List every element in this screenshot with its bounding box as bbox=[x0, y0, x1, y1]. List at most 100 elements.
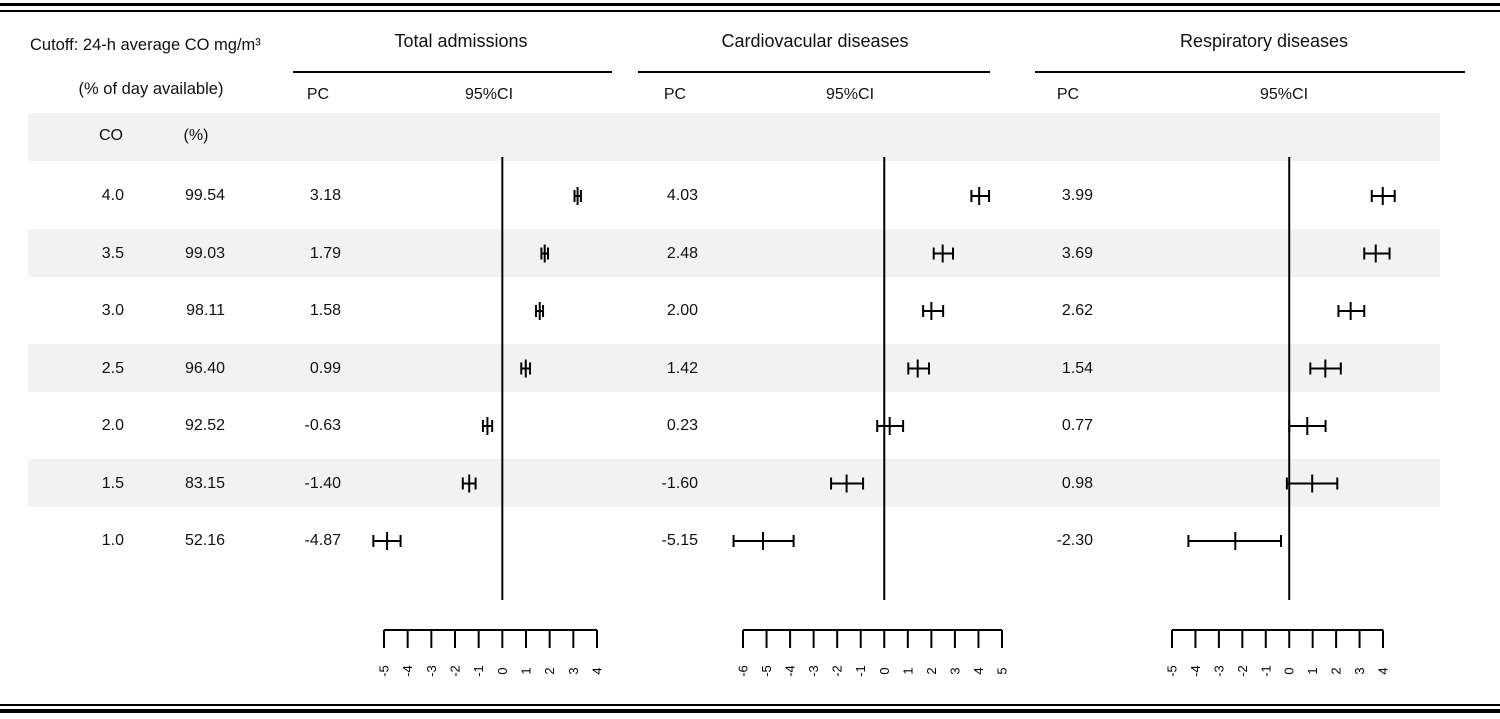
pc-value: -4.87 bbox=[304, 532, 341, 549]
axis-tick-label: -1 bbox=[471, 665, 486, 677]
pc-value: 3.99 bbox=[1061, 187, 1093, 204]
pc-value: 2.00 bbox=[666, 302, 698, 319]
axis-tick-label: 5 bbox=[995, 667, 1010, 674]
axis-tick-label: 1 bbox=[519, 667, 534, 674]
axis-tick-label: -5 bbox=[759, 665, 774, 677]
group-title-total-admissions: Total admissions bbox=[394, 31, 528, 51]
pct-available-value: 98.11 bbox=[186, 302, 225, 319]
axis-tick-label: -2 bbox=[448, 665, 463, 677]
co-cutoff-value: 1.0 bbox=[101, 532, 124, 549]
pc-value: 0.77 bbox=[1061, 417, 1093, 434]
axis-tick-label: 4 bbox=[1376, 667, 1391, 674]
axis-tick-label: -5 bbox=[1165, 665, 1180, 677]
group-title-cardiovascular: Cardiovacular diseases bbox=[721, 31, 909, 51]
group-title-respiratory: Respiratory diseases bbox=[1179, 31, 1349, 51]
row-stripe bbox=[28, 113, 1440, 161]
axis-tick-label: 1 bbox=[1305, 667, 1320, 674]
pc-value: 4.03 bbox=[666, 187, 698, 204]
co-column-header: CO bbox=[99, 127, 123, 144]
pc-value: 0.99 bbox=[309, 359, 341, 377]
pct-available-value: 96.40 bbox=[184, 359, 225, 377]
table-row: 2.5 96.40 0.99 1.42 1.54 bbox=[0, 357, 1500, 381]
top-rule-outer bbox=[0, 3, 1500, 6]
axis-tick-label: 3 bbox=[947, 667, 962, 674]
top-rule-inner bbox=[0, 10, 1500, 12]
pc-value: 1.54 bbox=[1061, 359, 1093, 377]
bottom-rule-outer bbox=[0, 709, 1500, 713]
pc-value: 1.58 bbox=[309, 302, 341, 319]
axis-tick-label: -2 bbox=[1235, 665, 1250, 677]
axis-tick-label: -3 bbox=[1211, 665, 1226, 677]
pc-value: 2.62 bbox=[1061, 302, 1093, 319]
co-cutoff-value: 2.5 bbox=[101, 359, 124, 377]
table-row: 4.0 99.54 3.18 4.03 3.99 bbox=[0, 184, 1500, 208]
co-cutoff-value: 3.5 bbox=[101, 244, 124, 262]
pc-value: -0.63 bbox=[304, 417, 341, 434]
axis-tick-label: 2 bbox=[924, 667, 939, 674]
pc-value: 1.79 bbox=[309, 244, 341, 262]
ci-header-total: 95%CI bbox=[464, 86, 514, 103]
axis-tick-label: 3 bbox=[1352, 667, 1367, 674]
row-stripe bbox=[28, 344, 1440, 392]
co-cutoff-value: 4.0 bbox=[101, 187, 124, 204]
pct-available-value: 99.54 bbox=[184, 187, 225, 204]
group-underline bbox=[293, 71, 612, 73]
pc-header-total: PC bbox=[306, 86, 330, 103]
group-underline bbox=[638, 71, 990, 73]
axis-tick-label: 1 bbox=[900, 667, 915, 674]
axis-tick-label: 0 bbox=[495, 667, 510, 674]
co-cutoff-value: 1.5 bbox=[101, 474, 124, 492]
pc-value: -5.15 bbox=[661, 532, 698, 549]
pc-value: 3.69 bbox=[1061, 244, 1093, 262]
pc-value: 1.42 bbox=[666, 359, 698, 377]
pc-value: -1.40 bbox=[304, 474, 341, 492]
co-cutoff-value: 2.0 bbox=[101, 417, 124, 434]
table-row: 3.5 99.03 1.79 2.48 3.69 bbox=[0, 242, 1500, 266]
row-stripe bbox=[28, 229, 1440, 277]
co-cutoff-value: 3.0 bbox=[101, 302, 124, 319]
pc-value: 2.48 bbox=[666, 244, 698, 262]
pc-value: 3.18 bbox=[309, 187, 341, 204]
pc-header-respiratory: PC bbox=[1056, 86, 1080, 103]
axis-tick-label: 2 bbox=[542, 667, 557, 674]
axis-tick-label: -3 bbox=[806, 665, 821, 677]
axis-tick-label: -2 bbox=[830, 665, 845, 677]
ci-header-cardiovascular: 95%CI bbox=[825, 86, 875, 103]
pct-available-value: 92.52 bbox=[184, 417, 225, 434]
table-row: 2.0 92.52 -0.63 0.23 0.77 bbox=[0, 414, 1500, 438]
axis-tick-label: -4 bbox=[1188, 665, 1203, 677]
pct-available-value: 83.15 bbox=[184, 474, 225, 492]
axis-tick-label: 0 bbox=[1282, 667, 1297, 674]
pc-header-cardiovascular: PC bbox=[663, 86, 687, 103]
pc-value: 0.23 bbox=[666, 417, 698, 434]
axis-tick-label: -1 bbox=[1258, 665, 1273, 677]
row-stripe bbox=[28, 459, 1440, 507]
axis-tick-label: 4 bbox=[590, 667, 605, 674]
table-row: 3.0 98.11 1.58 2.00 2.62 bbox=[0, 299, 1500, 323]
ci-header-respiratory: 95%CI bbox=[1259, 86, 1309, 103]
axis-tick-label: 2 bbox=[1329, 667, 1344, 674]
pct-available-value: 52.16 bbox=[184, 532, 225, 549]
pc-value: -2.30 bbox=[1056, 532, 1093, 549]
cutoff-header-line2: (% of day available) bbox=[78, 80, 224, 98]
pct-available-value: 99.03 bbox=[184, 244, 225, 262]
table-row: 1.5 83.15 -1.40 -1.60 0.98 bbox=[0, 472, 1500, 496]
axis-tick-label: -4 bbox=[783, 665, 798, 677]
pc-value: 0.98 bbox=[1061, 474, 1093, 492]
axis-tick-label: -5 bbox=[377, 665, 392, 677]
axis-tick-label: -1 bbox=[853, 665, 868, 677]
axis-tick-label: -6 bbox=[736, 665, 751, 677]
group-underline bbox=[1035, 71, 1465, 73]
axis-tick-label: -4 bbox=[400, 665, 415, 677]
axis-tick-label: 0 bbox=[877, 667, 892, 674]
cutoff-header-line1: Cutoff: 24-h average CO mg/m³ bbox=[30, 36, 261, 54]
bottom-rule-inner bbox=[0, 704, 1500, 706]
table-row: 1.0 52.16 -4.87 -5.15 -2.30 bbox=[0, 529, 1500, 553]
pct-column-header: (%) bbox=[183, 127, 209, 144]
axis-tick-label: -3 bbox=[424, 665, 439, 677]
axis-tick-label: 3 bbox=[566, 667, 581, 674]
pc-value: -1.60 bbox=[661, 474, 698, 492]
axis-tick-label: 4 bbox=[971, 667, 986, 674]
